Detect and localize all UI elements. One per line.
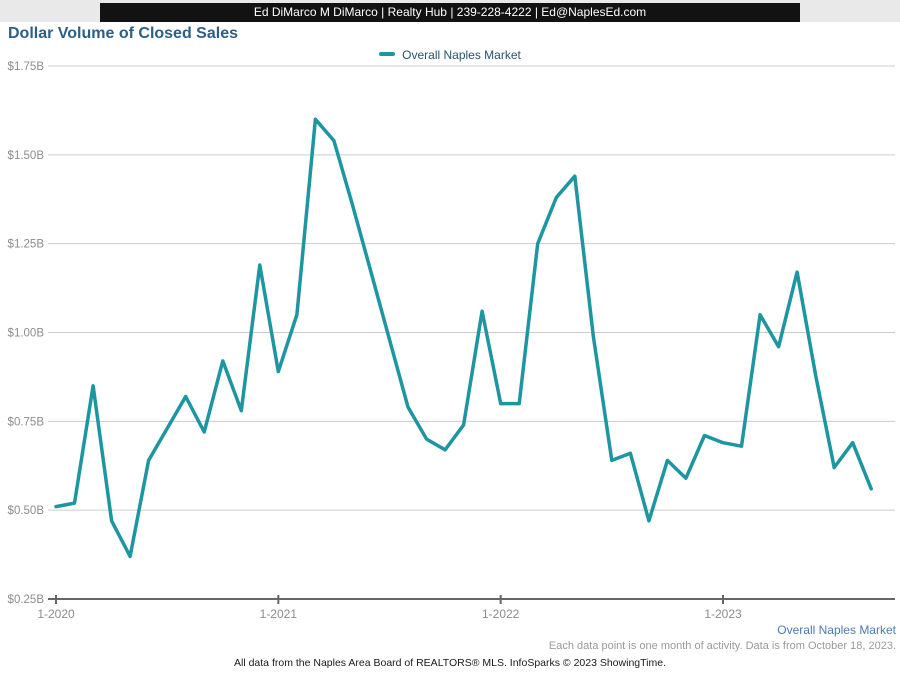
legend-line-swatch-icon <box>379 51 396 56</box>
x-tick-label: 1-2020 <box>37 607 75 621</box>
footer-attribution: All data from the Naples Area Board of R… <box>234 657 666 669</box>
x-tick-label: 1-2021 <box>260 607 298 621</box>
header-agent-info: Ed DiMarco M DiMarco | Realty Hub | 239-… <box>253 5 647 19</box>
footer-data-note: Each data point is one month of activity… <box>548 640 896 652</box>
y-tick-label: $0.25B <box>8 594 45 606</box>
page-title: Dollar Volume of Closed Sales <box>8 25 238 42</box>
y-tick-label: $0.75B <box>8 416 45 428</box>
series-line-overall-naples-market <box>54 117 873 559</box>
y-tick-label: $0.50B <box>8 505 45 517</box>
y-tick-label: $1.00B <box>8 328 45 340</box>
x-tick-label: 1-2022 <box>482 607 520 621</box>
y-tick-label: $1.25B <box>8 239 45 251</box>
legend-label: Overall Naples Market <box>402 47 521 62</box>
chart-legend: Overall Naples Market <box>0 47 900 62</box>
y-tick-label: $1.75B <box>8 61 45 73</box>
y-tick-label: $1.50B <box>8 150 45 162</box>
header-bar: Ed DiMarco M DiMarco | Realty Hub | 239-… <box>100 3 800 22</box>
footer-series-note: Overall Naples Market <box>777 623 896 637</box>
x-tick-label: 1-2023 <box>704 607 742 621</box>
